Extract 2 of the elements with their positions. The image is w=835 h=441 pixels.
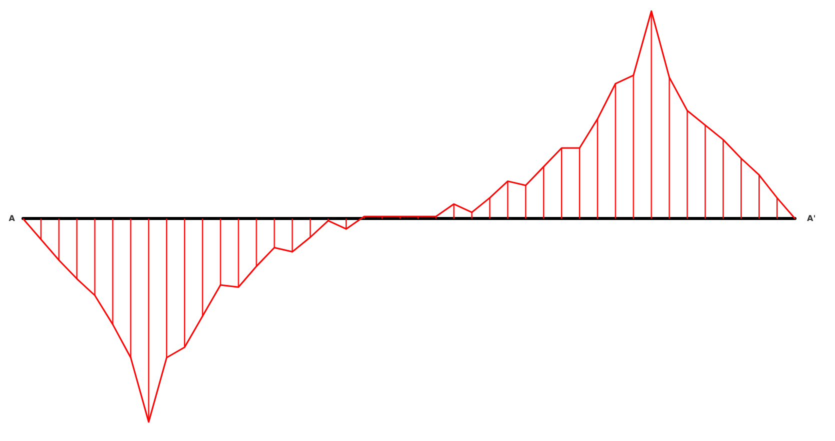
text: A' [807,214,816,224]
text: A [8,214,16,224]
